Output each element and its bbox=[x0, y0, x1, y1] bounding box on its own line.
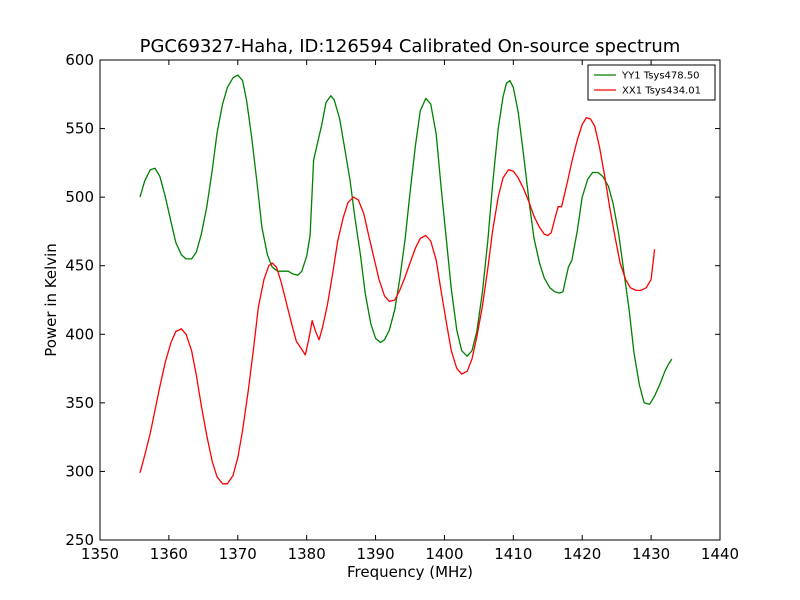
y-tick-label: 300 bbox=[65, 462, 94, 480]
ticks-layer: 1350 1360 1370 1380 1390 1400 1410 1420 1430 1440… bbox=[65, 51, 739, 563]
x-tick-label: 1360 bbox=[150, 545, 188, 563]
x-axis-title: Frequency (MHz) bbox=[347, 563, 473, 581]
y-tick-label: 450 bbox=[65, 257, 94, 275]
legend: YY1 Tsys478.50 XX1 Tsys434.01 bbox=[587, 64, 716, 101]
x-tick-label: 1370 bbox=[219, 545, 257, 563]
y-axis-title: Power in Kelvin bbox=[42, 243, 60, 357]
chart-title: PGC69327-Haha, ID:126594 Calibrated On-s… bbox=[140, 36, 681, 57]
series-line-yy1 bbox=[139, 74, 673, 405]
y-tick-label: 400 bbox=[65, 325, 94, 343]
y-tick-label: 600 bbox=[65, 51, 94, 69]
y-tick-label: 550 bbox=[65, 120, 94, 138]
series-layer bbox=[139, 74, 673, 485]
plot-frame bbox=[99, 59, 721, 541]
y-tick-label: 500 bbox=[65, 188, 94, 206]
plot-area: 1350 1360 1370 1380 1390 1400 1410 1420 1430 1440… bbox=[65, 51, 739, 563]
legend-label: XX1 Tsys434.01 bbox=[622, 86, 701, 97]
legend-box bbox=[587, 64, 716, 101]
legend-label: YY1 Tsys478.50 bbox=[621, 71, 700, 82]
x-tick-label: 1430 bbox=[632, 545, 670, 563]
x-tick-label: 1380 bbox=[288, 545, 326, 563]
y-tick-label: 250 bbox=[65, 531, 94, 549]
x-tick-label: 1410 bbox=[494, 545, 532, 563]
y-tick-label: 350 bbox=[65, 394, 94, 412]
x-tick-label: 1390 bbox=[356, 545, 394, 563]
x-tick-label: 1440 bbox=[701, 545, 739, 563]
x-tick-label: 1420 bbox=[563, 545, 601, 563]
series-line-xx1 bbox=[139, 116, 656, 485]
x-tick-label: 1350 bbox=[81, 545, 119, 563]
x-tick-label: 1400 bbox=[425, 545, 463, 563]
plot-background bbox=[100, 60, 720, 540]
